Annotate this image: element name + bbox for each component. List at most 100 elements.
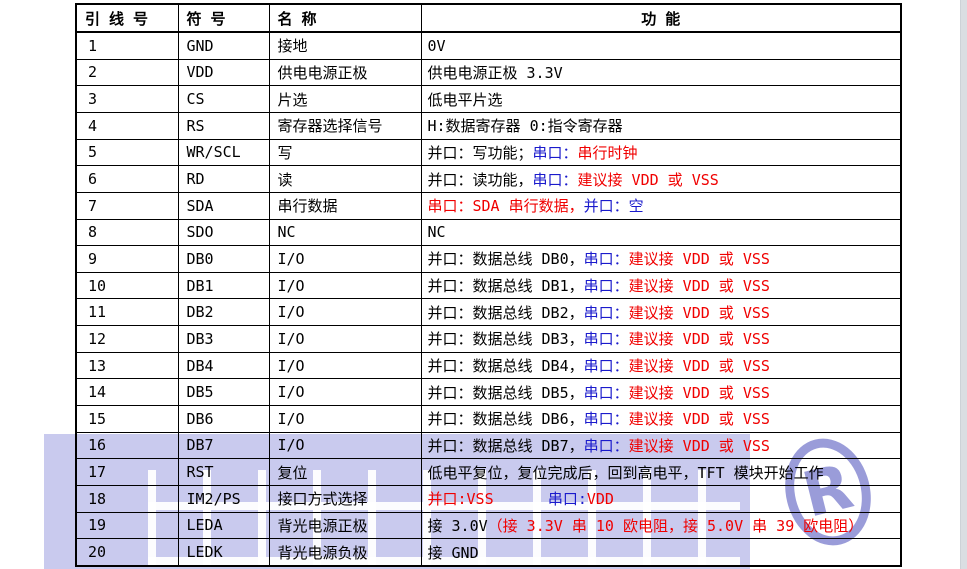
function-segment: 并口：读功能，: [427, 170, 533, 189]
function-segment: NC: [427, 223, 446, 242]
function-segment: [494, 490, 548, 508]
function-segment: 串口：: [583, 277, 629, 296]
name-cell: 写: [268, 138, 422, 167]
symbol-cell: SDO: [177, 218, 270, 247]
function-segment: 0V: [427, 36, 446, 55]
name-cell: 供电电源正极: [268, 58, 422, 87]
function-segment: 建议接 VDD 或 VSS: [628, 410, 770, 429]
name-cell: I/O: [268, 351, 422, 380]
pin-cell: 20: [75, 538, 179, 567]
pin-cell: 8: [75, 218, 179, 247]
pin-cell: 1: [75, 31, 179, 60]
table-row: 15 DB6 I/O 并口：数据总线 DB6，串口：建议接 VDD 或 VSS: [75, 404, 902, 433]
name-cell: 接口方式选择: [268, 484, 422, 513]
table-row: 5 WR/SCL 写 并口：写功能；串口：串行时钟: [75, 138, 902, 167]
table-row: 2 VDD 供电电源正极 供电电源正极 3.3V: [75, 58, 902, 87]
scrollbar-track[interactable]: [960, 0, 967, 569]
function-segment: 并口：写功能；: [427, 143, 533, 162]
function-segment: 并口:VSS: [427, 490, 494, 509]
function-cell: 并口：数据总线 DB3，串口：建议接 VDD 或 VSS: [420, 325, 902, 353]
table-header: 引 线 号 符 号 名 称 功 能: [75, 3, 902, 33]
function-segment: 串口：: [583, 250, 629, 269]
pin-cell: 17: [75, 458, 179, 486]
function-segment: 接 3.0V: [427, 516, 488, 535]
function-segment: 建议接 VDD 或 VSS: [628, 383, 770, 402]
name-cell: 片选: [268, 85, 422, 113]
pin-cell: 12: [75, 325, 179, 353]
function-segment: 供电电源正极 3.3V: [427, 63, 563, 82]
symbol-cell: DB2: [177, 298, 270, 327]
function-segment: 串口：: [532, 170, 578, 189]
pin-cell: 13: [75, 351, 179, 380]
table-row: 17 RST 复位 低电平复位，复位完成后，回到高电平，TFT 模块开始工作: [75, 458, 902, 486]
name-cell: NC: [268, 218, 422, 247]
function-segment: 串行时钟: [577, 143, 638, 162]
function-cell: 并口：数据总线 DB6，串口：建议接 VDD 或 VSS: [420, 404, 902, 433]
pin-cell: 15: [75, 404, 179, 433]
function-cell: H:数据寄存器 0:指令寄存器: [420, 111, 902, 140]
function-segment: 并口：数据总线 DB0，: [427, 250, 584, 269]
function-cell: 0V: [420, 31, 902, 60]
name-cell: 复位: [268, 458, 422, 486]
function-cell: 低电平复位，复位完成后，回到高电平，TFT 模块开始工作: [420, 458, 902, 486]
table-row: 3 CS 片选 低电平片选: [75, 85, 902, 113]
function-segment: 串口：SDA 串行数据，: [427, 197, 584, 216]
function-cell: 并口：数据总线 DB5，串口：建议接 VDD 或 VSS: [420, 378, 902, 406]
function-segment: 并口：数据总线 DB4，: [427, 357, 584, 376]
function-segment: 并口：数据总线 DB7，: [427, 436, 584, 455]
pin-definition-table: 引 线 号 符 号 名 称 功 能 1 GND 接地 0V 2 VDD 供电电源…: [75, 3, 902, 567]
function-cell: 供电电源正极 3.3V: [420, 58, 902, 87]
table-row: 16 DB7 I/O 并口：数据总线 DB7，串口：建议接 VDD 或 VSS: [75, 431, 902, 460]
function-segment: 串口：: [583, 303, 629, 322]
function-cell: 并口:VSS 串口:VDD: [420, 484, 902, 513]
function-cell: 并口：数据总线 DB4，串口：建议接 VDD 或 VSS: [420, 351, 902, 380]
symbol-cell: CS: [177, 85, 270, 113]
table-row: 11 DB2 I/O 并口：数据总线 DB2，串口：建议接 VDD 或 VSS: [75, 298, 902, 327]
function-segment: 并口：数据总线 DB5，: [427, 383, 584, 402]
table-row: 8 SDO NC NC: [75, 218, 902, 247]
symbol-cell: WR/SCL: [177, 138, 270, 167]
symbol-cell: LEDK: [177, 538, 270, 567]
symbol-cell: DB6: [177, 404, 270, 433]
function-segment: 建议接 VDD 或 VSS: [628, 303, 770, 322]
function-segment: （接 3.3V 串 10 欧电阻，接 5.0V 串 39 欧电阻）: [487, 516, 864, 535]
table-row: 12 DB3 I/O 并口：数据总线 DB3，串口：建议接 VDD 或 VSS: [75, 325, 902, 353]
function-segment: 建议接 VDD 或 VSS: [628, 357, 770, 376]
function-segment: 串口：: [583, 383, 629, 402]
function-segment: 串口：: [583, 330, 629, 349]
symbol-cell: GND: [177, 31, 270, 60]
symbol-cell: DB5: [177, 378, 270, 406]
function-segment: 并口：空: [583, 197, 644, 216]
symbol-cell: VDD: [177, 58, 270, 87]
function-segment: 建议接 VDD 或 VSS: [628, 330, 770, 349]
pin-cell: 18: [75, 484, 179, 513]
table-row: 4 RS 寄存器选择信号 H:数据寄存器 0:指令寄存器: [75, 111, 902, 140]
symbol-cell: DB0: [177, 245, 270, 273]
header-function: 功 能: [420, 3, 902, 33]
function-segment: 并口：数据总线 DB2，: [427, 303, 584, 322]
function-segment: 并口：数据总线 DB6，: [427, 410, 584, 429]
function-segment: 串口：: [583, 357, 629, 376]
header-row: 引 线 号 符 号 名 称 功 能: [75, 3, 902, 33]
symbol-cell: RST: [177, 458, 270, 486]
name-cell: 寄存器选择信号: [268, 111, 422, 140]
name-cell: 背光电源负极: [268, 538, 422, 567]
pin-cell: 7: [75, 191, 179, 220]
table-row: 10 DB1 I/O 并口：数据总线 DB1，串口：建议接 VDD 或 VSS: [75, 271, 902, 300]
pin-cell: 19: [75, 511, 179, 540]
function-segment: 建议接 VDD 或 VSS: [577, 170, 719, 189]
function-segment: 串口：: [583, 436, 629, 455]
pin-cell: 9: [75, 245, 179, 273]
symbol-cell: IM2/PS: [177, 484, 270, 513]
table-row: 1 GND 接地 0V: [75, 31, 902, 60]
function-segment: 串口:: [547, 490, 587, 509]
function-cell: NC: [420, 218, 902, 247]
function-segment: 接 GND: [427, 543, 479, 562]
function-segment: 并口：数据总线 DB1，: [427, 277, 584, 296]
function-segment: 低电平复位，复位完成后，回到高电平，TFT 模块开始工作: [427, 463, 824, 482]
table-row: 13 DB4 I/O 并口：数据总线 DB4，串口：建议接 VDD 或 VSS: [75, 351, 902, 380]
symbol-cell: DB7: [177, 431, 270, 460]
pin-cell: 11: [75, 298, 179, 327]
table-row: 20 LEDK 背光电源负极 接 GND: [75, 538, 902, 567]
name-cell: I/O: [268, 298, 422, 327]
